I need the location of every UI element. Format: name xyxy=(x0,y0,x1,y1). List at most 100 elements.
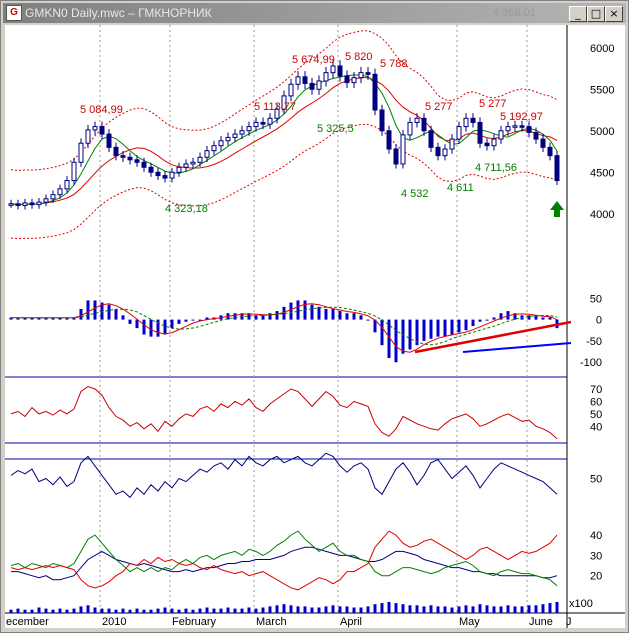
last-price: 4 368,01 xyxy=(493,7,536,19)
macd-histogram-bar xyxy=(198,319,202,321)
x-tick-label: June xyxy=(529,616,553,628)
volume-bar xyxy=(422,606,426,613)
price-candle-body xyxy=(309,82,315,90)
volume-bar xyxy=(338,606,342,613)
x-tick-label: February xyxy=(172,616,217,628)
volume-bar xyxy=(156,608,160,613)
macd-histogram-bar xyxy=(275,311,279,320)
window-title: GMKN0 Daily.mwc – ГМКНОРНИК xyxy=(25,6,212,20)
volume-bar xyxy=(65,609,69,613)
macd-histogram-bar xyxy=(310,304,314,320)
price-candle-body xyxy=(393,148,399,165)
macd-histogram-bar xyxy=(149,319,153,337)
volume-bar xyxy=(275,605,279,613)
volume-bar xyxy=(478,604,482,613)
volume-bar xyxy=(471,606,475,613)
price-candle-body xyxy=(477,121,483,144)
macd-histogram-bar xyxy=(324,308,328,320)
low-annotation: 4 611 xyxy=(447,182,474,194)
macd-histogram-bar xyxy=(184,319,188,322)
high-annotation: 5 192,97 xyxy=(500,111,543,123)
adx-line xyxy=(11,546,558,581)
volume-scale-label: x100 xyxy=(569,598,593,610)
minimize-button[interactable]: _ xyxy=(569,6,587,22)
volume-bar xyxy=(184,608,188,613)
volume-bar xyxy=(415,605,419,613)
macd-histogram-bar xyxy=(422,319,426,341)
high-annotation: 5 277 xyxy=(425,101,453,113)
macd-histogram-bar xyxy=(107,304,111,320)
macd-histogram-bar xyxy=(464,319,468,331)
volume-bar xyxy=(219,608,223,613)
volume-bar xyxy=(9,609,13,613)
volume-bar xyxy=(247,607,251,613)
macd-histogram-bar xyxy=(436,319,440,337)
price-candle-body xyxy=(218,140,224,147)
macd-y-tick: -50 xyxy=(586,336,602,348)
title-bar[interactable]: G GMKN0 Daily.mwc – ГМКНОРНИК 4 368,01 _… xyxy=(3,3,626,23)
price-candle-body xyxy=(22,202,28,206)
price-candle-body xyxy=(379,109,385,132)
dmi-y-tick: 30 xyxy=(590,550,602,562)
price-candle-body xyxy=(470,117,476,123)
red-trendline xyxy=(414,320,572,354)
macd-histogram-bar xyxy=(478,319,482,322)
volume-bar xyxy=(205,607,209,613)
volume-bar xyxy=(506,605,510,613)
price-candle-body xyxy=(351,77,357,84)
price-candle-body xyxy=(204,150,210,158)
rsi-y-tick: 40 xyxy=(590,421,602,433)
high-annotation: 5 277 xyxy=(479,98,507,110)
x-tick-label: May xyxy=(459,616,480,628)
macd-histogram-bar xyxy=(114,308,118,320)
volume-bar xyxy=(429,605,433,613)
volume-bar xyxy=(408,605,412,613)
volume-bar xyxy=(499,606,503,613)
price-candle-body xyxy=(519,125,525,128)
volume-bar xyxy=(100,608,104,613)
rsi-y-tick: 50 xyxy=(590,409,602,421)
volume-bar xyxy=(541,604,545,613)
price-candle-body xyxy=(183,163,189,168)
price-y-tick: 4000 xyxy=(590,209,614,221)
macd-histogram-bar xyxy=(142,319,146,335)
maximize-button[interactable]: □ xyxy=(587,6,605,22)
price-candle-body xyxy=(491,138,497,147)
low-annotation: 4 532 xyxy=(401,188,429,200)
volume-bar xyxy=(44,608,48,613)
close-button[interactable]: × xyxy=(605,6,623,22)
price-candle-body xyxy=(337,65,343,77)
price-candle-body xyxy=(330,65,336,74)
macd-histogram-bar xyxy=(37,317,41,320)
volume-bar xyxy=(142,609,146,613)
chart-canvas[interactable]: ecember 2010 February March April May June J600… xyxy=(5,25,625,628)
macd-histogram-bar xyxy=(457,319,461,333)
macd-histogram-bar xyxy=(450,319,454,335)
macd-histogram-bar xyxy=(380,319,384,346)
price-candle-body xyxy=(225,136,231,142)
rsi-line xyxy=(10,385,558,440)
price-candle-body xyxy=(281,95,287,110)
price-candle-body xyxy=(92,126,98,131)
price-candle-body xyxy=(288,83,294,97)
volume-bar xyxy=(548,603,552,613)
price-candle-body xyxy=(386,130,392,150)
price-candle-body xyxy=(155,171,161,177)
macd-histogram-bar xyxy=(261,315,265,320)
volume-bar xyxy=(366,606,370,613)
price-candle-body xyxy=(169,171,175,179)
price-candle-body xyxy=(141,161,147,168)
volume-bar xyxy=(450,607,454,613)
price-y-tick: 4500 xyxy=(590,167,614,179)
volume-bar xyxy=(198,608,202,613)
price-y-tick: 6000 xyxy=(590,43,614,55)
price-candle-body xyxy=(414,117,420,123)
macd-histogram-bar xyxy=(72,317,76,320)
dmi-y-tick: 40 xyxy=(590,530,602,542)
macd-line xyxy=(11,303,558,353)
price-candle-body xyxy=(456,126,462,140)
volume-bar xyxy=(135,608,139,613)
macd-histogram-bar xyxy=(541,317,545,320)
chart-area[interactable]: ecember 2010 February March April May June J 600… xyxy=(5,25,625,628)
